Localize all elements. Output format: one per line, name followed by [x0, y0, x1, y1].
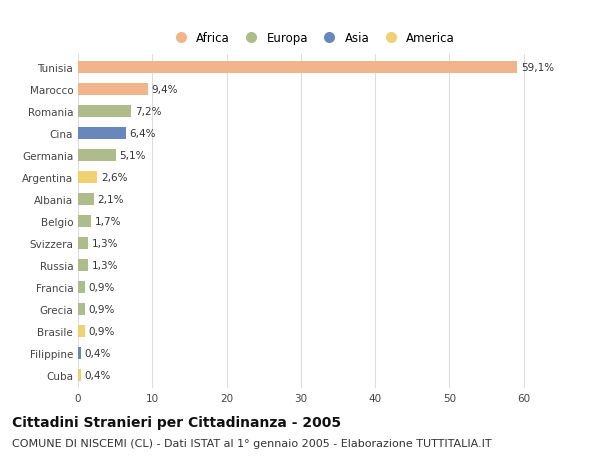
Bar [78, 303, 85, 315]
Bar [78, 150, 116, 162]
Text: Cittadini Stranieri per Cittadinanza - 2005: Cittadini Stranieri per Cittadinanza - 2… [12, 415, 341, 429]
Bar [78, 194, 94, 206]
Text: 0,4%: 0,4% [85, 370, 111, 380]
Text: 5,1%: 5,1% [119, 151, 146, 161]
Bar [78, 325, 85, 337]
Text: 2,6%: 2,6% [101, 173, 128, 183]
Bar [78, 84, 148, 96]
Bar [78, 215, 91, 228]
Bar [78, 281, 85, 293]
Text: 1,7%: 1,7% [94, 217, 121, 226]
Text: COMUNE DI NISCEMI (CL) - Dati ISTAT al 1° gennaio 2005 - Elaborazione TUTTITALIA: COMUNE DI NISCEMI (CL) - Dati ISTAT al 1… [12, 438, 491, 448]
Bar [78, 259, 88, 271]
Text: 9,4%: 9,4% [152, 85, 178, 95]
Text: 0,4%: 0,4% [85, 348, 111, 358]
Text: 7,2%: 7,2% [135, 107, 162, 117]
Text: 2,1%: 2,1% [97, 195, 124, 205]
Bar [78, 369, 81, 381]
Text: 0,9%: 0,9% [88, 282, 115, 292]
Bar [78, 128, 125, 140]
Legend: Africa, Europa, Asia, America: Africa, Europa, Asia, America [164, 28, 460, 50]
Bar [78, 347, 81, 359]
Text: 1,3%: 1,3% [91, 238, 118, 248]
Bar [78, 237, 88, 249]
Text: 59,1%: 59,1% [521, 63, 554, 73]
Bar [78, 62, 517, 74]
Text: 0,9%: 0,9% [88, 326, 115, 336]
Bar [78, 106, 131, 118]
Text: 1,3%: 1,3% [91, 260, 118, 270]
Text: 0,9%: 0,9% [88, 304, 115, 314]
Bar [78, 172, 97, 184]
Text: 6,4%: 6,4% [129, 129, 156, 139]
